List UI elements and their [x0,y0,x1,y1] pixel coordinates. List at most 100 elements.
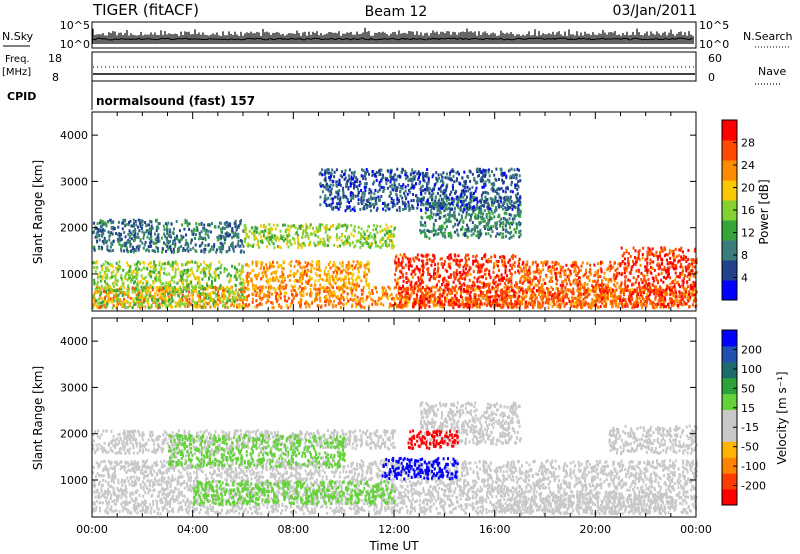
scatter-cell [258,294,261,298]
scatter-cell [318,287,320,291]
scatter-cell [348,264,351,268]
scatter-cell [608,269,611,273]
scatter-cell [184,218,187,222]
scatter-cell [462,305,465,309]
scatter-cell [681,292,684,295]
scatter-cell [335,276,338,280]
scatter-cell [173,238,176,242]
scatter-cell [619,286,622,289]
scatter-cell [204,287,207,291]
scatter-cell [105,282,107,285]
scatter-cell [140,285,143,289]
scatter-cell [328,299,331,303]
scatter-cell [141,288,144,292]
scatter-cell [553,294,555,298]
scatter-cell [518,265,521,269]
scatter-cell [531,282,534,285]
scatter-cell [300,282,303,286]
scatter-cell [498,268,500,272]
scatter-cell [446,296,448,300]
scatter-cell [132,289,135,293]
scatter-cell [283,295,286,299]
scatter-cell [114,276,117,280]
scatter-cell [327,269,330,273]
scatter-cell [476,299,479,303]
scatter-cell [214,304,217,307]
scatter-cell [268,266,271,270]
scatter-cell [417,284,420,288]
scatter-cell [401,306,404,310]
scatter-cell [102,241,105,245]
scatter-cell [551,280,554,283]
scatter-cell [157,278,160,282]
scatter-cell [490,260,492,263]
scatter-cell [137,293,140,297]
scatter-cell [186,304,189,308]
scatter-cell [99,293,102,297]
scatter-cell [580,264,583,268]
scatter-cell [646,263,649,267]
scatter-cell [321,278,324,282]
scatter-cell [428,287,431,291]
scatter-cell [673,282,676,286]
scatter-cell [338,261,341,265]
scatter-cell [231,228,234,232]
scatter-cell [683,300,686,304]
scatter-cell [134,263,137,267]
scatter-cell [178,288,181,292]
scatter-cell [441,301,444,305]
scatter-cell [481,281,484,285]
scatter-cell [602,288,604,292]
scatter-cell [398,298,401,302]
scatter-cell [560,302,563,306]
scatter-cell [469,297,472,301]
scatter-cell [601,261,604,265]
scatter-cell [275,269,278,273]
scatter-cell [148,296,151,299]
scatter-cell [622,293,625,297]
scatter-cell [161,295,164,299]
scatter-cell [255,293,258,297]
scatter-cell [131,286,134,290]
scatter-cell [140,268,143,272]
scatter-cell [271,276,274,280]
scatter-cell [418,270,421,274]
scatter-cell [209,305,212,309]
scatter-cell [195,286,197,290]
scatter-cell [218,276,220,280]
scatter-cell [612,275,615,279]
scatter-cell [577,289,580,293]
scatter-cell [447,276,450,279]
scatter-cell [570,272,573,276]
scatter-cell [461,299,464,303]
scatter-cell [488,272,490,276]
scatter-cell [406,257,409,261]
scatter-cell [668,286,671,290]
scatter-cell [325,275,328,279]
scatter-cell [276,277,279,280]
scatter-cell [446,269,449,273]
scatter-cell [546,287,548,290]
scatter-cell [347,260,350,264]
scatter-cell [497,294,500,298]
scatter-cell [149,290,152,294]
scatter-cell [620,261,623,265]
scatter-cell [173,280,176,284]
scatter-cell [290,292,293,296]
scatter-cell [174,271,177,275]
scatter-cell [149,265,152,269]
scatter-cell [300,266,303,270]
scatter-cell [647,290,649,293]
scatter-cell [626,305,629,308]
scatter-cell [651,267,654,270]
scatter-cell [506,274,508,278]
scatter-cell [657,299,660,303]
scatter-cell [205,263,208,267]
scatter-cell [155,241,158,245]
scatter-cell [163,228,166,232]
scatter-cell [164,262,166,266]
scatter-cell [498,298,501,302]
scatter-cell [449,253,452,257]
scatter-cell [413,297,416,301]
scatter-cell [438,275,441,279]
